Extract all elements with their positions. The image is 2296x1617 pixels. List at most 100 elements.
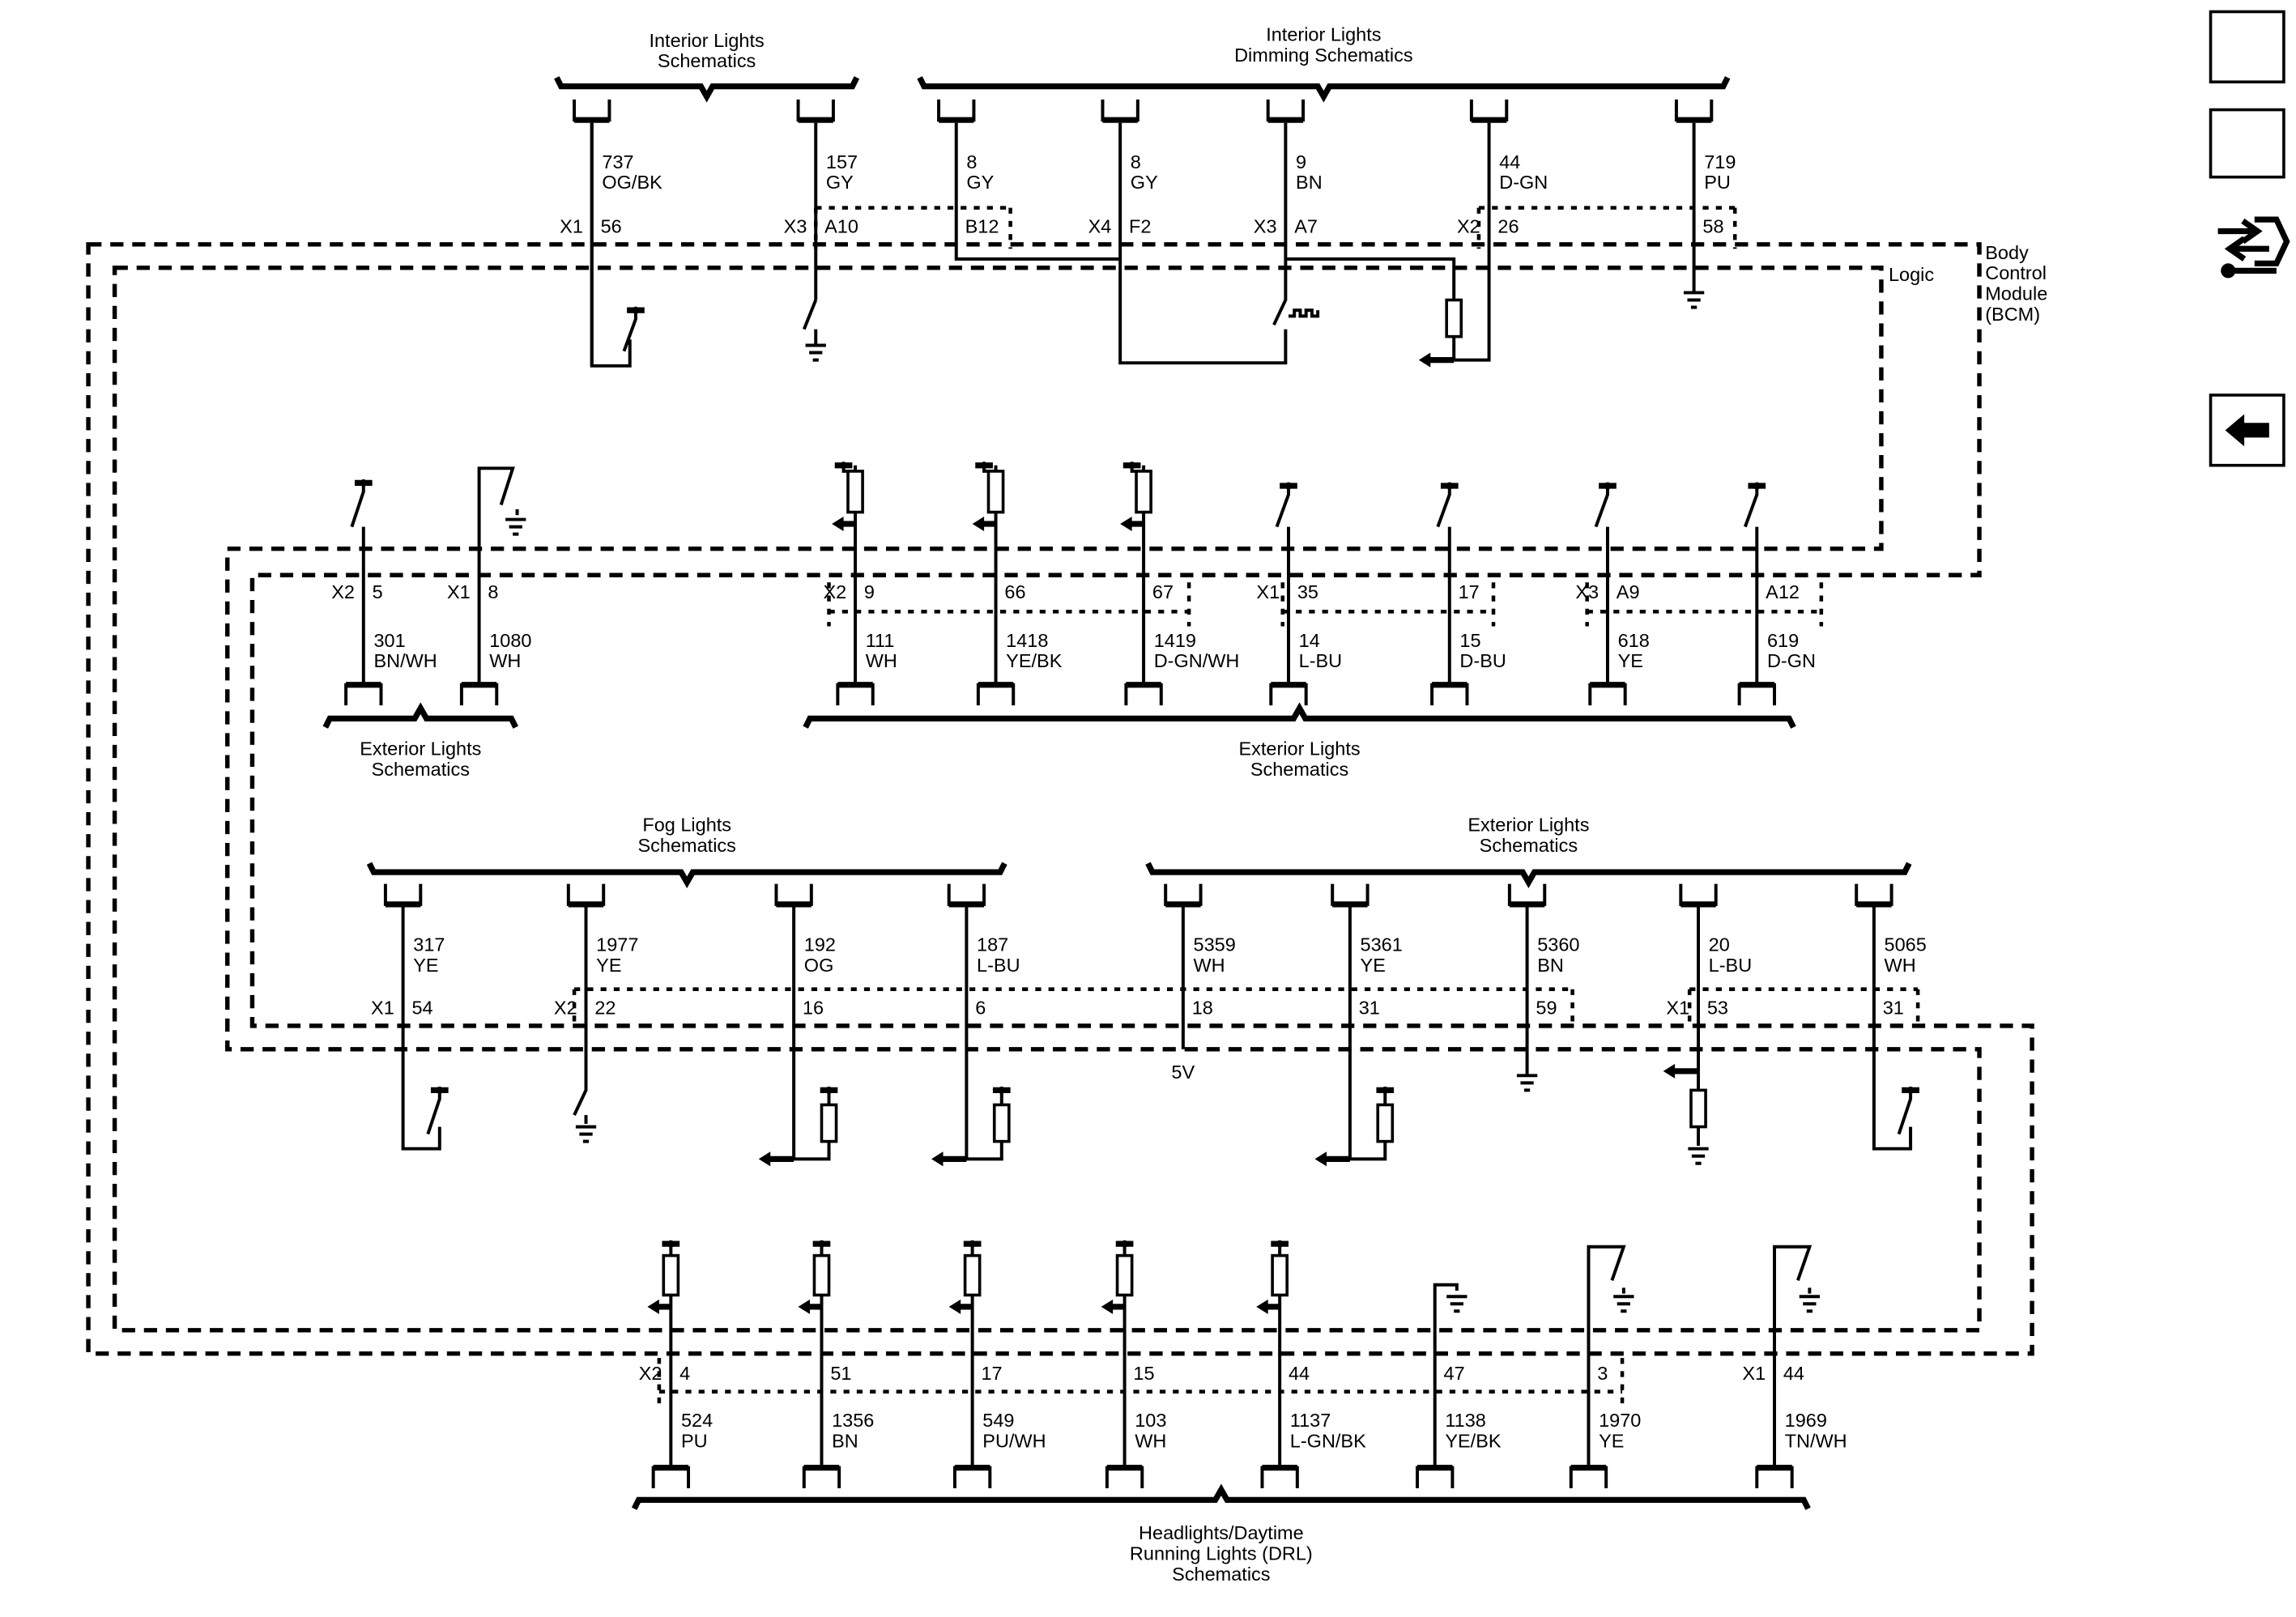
circuit-number: 1419 [1154, 630, 1196, 651]
resistor-icon [992, 1103, 1011, 1143]
circuit-number: 5065 [1885, 934, 1927, 955]
wire-color: OG [804, 955, 834, 976]
connector-icon [1755, 1466, 1794, 1488]
ground-icon [505, 517, 526, 536]
ground-icon [1683, 291, 1705, 309]
pin-number: 9 [864, 581, 875, 602]
battery-positive-icon [632, 306, 640, 314]
resistor-icon [1689, 1088, 1707, 1129]
circuit-number: 618 [1618, 630, 1650, 651]
connector-id: X3 [1575, 581, 1599, 602]
circuit-number: 9 [1296, 151, 1306, 172]
resistor-icon [1135, 470, 1152, 514]
wire-color: BN [832, 1430, 858, 1451]
circuit-number: 192 [804, 934, 836, 955]
wire-color: GY [966, 172, 994, 193]
circuit-number: 15 [1459, 630, 1480, 651]
loc-button[interactable] [2209, 10, 2285, 84]
pin-number: 66 [1004, 581, 1025, 602]
connector-icon [1105, 1466, 1144, 1488]
wire-color: GY [1131, 172, 1158, 193]
connector-icon [952, 1466, 992, 1488]
circuit-number: 719 [1704, 151, 1736, 172]
wire [1272, 122, 1288, 326]
connector-icon [976, 683, 1016, 706]
connector-icon [1855, 883, 1893, 906]
connector-id: X1 [1742, 1363, 1766, 1384]
pin-number: 35 [1297, 581, 1318, 602]
wire [954, 122, 1121, 261]
wrench-arrows-icon[interactable] [2217, 216, 2290, 279]
side-toolbar [2209, 10, 2290, 467]
switch-icon [1436, 486, 1451, 528]
pin-number: 53 [1707, 997, 1728, 1018]
wire [1118, 122, 1288, 365]
wire-color: WH [1135, 1430, 1166, 1451]
wire-color: YE [413, 955, 438, 976]
wire [1773, 1245, 1813, 1468]
wire [1587, 1245, 1626, 1468]
connector-icon [1266, 99, 1306, 122]
pin-number: A12 [1766, 581, 1800, 602]
connector-icon [1269, 683, 1308, 706]
wire [401, 907, 441, 1151]
resistor-icon [1115, 1253, 1134, 1297]
pin-number: 56 [601, 215, 622, 236]
circuit-number: 1970 [1599, 1410, 1641, 1431]
schematic-reference-link: Exterior Lights [1238, 738, 1360, 760]
connector-icon [937, 99, 976, 122]
circuit-number: 44 [1499, 151, 1520, 172]
arrow-icon [1418, 352, 1431, 368]
connector-icon [1416, 1466, 1455, 1488]
schematic-reference-link: Interior Lights [649, 30, 764, 51]
resistor-icon [1445, 298, 1463, 338]
pin-number: 18 [1192, 997, 1213, 1018]
resistor-icon [1376, 1103, 1395, 1143]
connector-id: X1 [1256, 581, 1280, 602]
pin-number: 31 [1359, 997, 1380, 1018]
wire-color: PU/WH [982, 1430, 1046, 1451]
wire-color: OG/BK [602, 172, 662, 193]
wire-color: L-BU [977, 955, 1020, 976]
connector-icon [344, 683, 383, 706]
pin-number: 17 [981, 1363, 1002, 1384]
ground-icon [1688, 1147, 1709, 1165]
wire [573, 907, 588, 1116]
switch-icon [350, 483, 365, 528]
circuit-number: 5359 [1194, 934, 1236, 955]
connector-icon [1507, 883, 1547, 906]
wire-color: D-GN [1767, 650, 1816, 671]
battery-positive-icon [1381, 1086, 1389, 1094]
connector-icon [573, 99, 611, 122]
circuit-number: 20 [1709, 934, 1730, 955]
wire-color: TN/WH [1785, 1430, 1847, 1451]
wire-color: WH [1885, 955, 1916, 976]
circuit-number: 111 [866, 630, 895, 651]
connector-id: X1 [1666, 997, 1689, 1018]
wire-color: YE [1361, 955, 1386, 976]
wire-color: GY [826, 172, 854, 193]
wire [1348, 907, 1387, 1161]
schematic-reference-link: Dimming Schematics [1234, 45, 1413, 66]
wire-color: D-GN/WH [1154, 650, 1240, 671]
wire [477, 466, 515, 685]
circuit-number: 1418 [1006, 630, 1048, 651]
switch-icon [1743, 486, 1759, 528]
module-name-line: Module [1985, 283, 2047, 304]
circuit-number: 8 [966, 151, 977, 172]
connector-id: X4 [1088, 215, 1112, 236]
desc-button[interactable] [2209, 108, 2285, 179]
circuit-number: 1969 [1785, 1410, 1827, 1431]
wire-color: D-GN [1499, 172, 1548, 193]
schematic-reference-link: Exterior Lights [360, 738, 481, 760]
pin-number: 6 [975, 997, 986, 1018]
connector-icon [947, 883, 986, 906]
module-name-line: Body [1985, 242, 2029, 263]
circuit-number: 8 [1131, 151, 1141, 172]
ground-icon [575, 1125, 597, 1143]
arrow-icon [1256, 1299, 1268, 1314]
connector-id: X2 [639, 1363, 662, 1384]
wire [802, 299, 818, 330]
wire-color: WH [1194, 955, 1225, 976]
